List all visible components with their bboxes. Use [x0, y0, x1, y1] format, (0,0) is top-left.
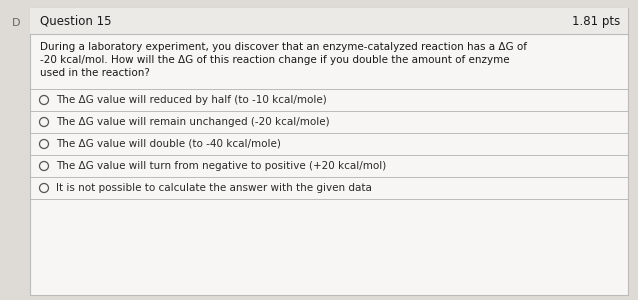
Text: The ΔG value will double (to -40 kcal/mole): The ΔG value will double (to -40 kcal/mo…: [56, 139, 281, 149]
Text: Question 15: Question 15: [40, 14, 112, 28]
Text: used in the reaction?: used in the reaction?: [40, 68, 150, 78]
Text: -20 kcal/mol. How will the ΔG of this reaction change if you double the amount o: -20 kcal/mol. How will the ΔG of this re…: [40, 55, 510, 65]
Text: The ΔG value will remain unchanged (-20 kcal/mole): The ΔG value will remain unchanged (-20 …: [56, 117, 330, 127]
FancyBboxPatch shape: [30, 8, 628, 295]
Text: The ΔG value will turn from negative to positive (+20 kcal/mol): The ΔG value will turn from negative to …: [56, 161, 386, 171]
Text: It is not possible to calculate the answer with the given data: It is not possible to calculate the answ…: [56, 183, 372, 193]
Text: The ΔG value will reduced by half (to -10 kcal/mole): The ΔG value will reduced by half (to -1…: [56, 95, 327, 105]
Text: During a laboratory experiment, you discover that an enzyme-catalyzed reaction h: During a laboratory experiment, you disc…: [40, 42, 527, 52]
Text: D: D: [11, 18, 20, 28]
Text: 1.81 pts: 1.81 pts: [572, 14, 620, 28]
FancyBboxPatch shape: [30, 8, 628, 34]
